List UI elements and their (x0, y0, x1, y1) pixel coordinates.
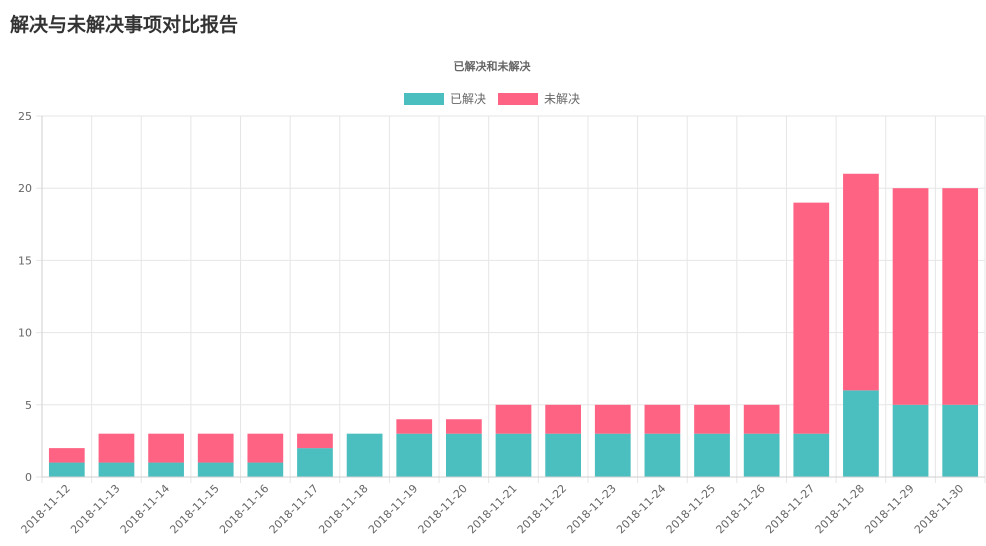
y-tick-label: 15 (18, 254, 32, 267)
x-tick-label: 2018-11-18 (316, 482, 370, 536)
chart-legend: 已解决 未解决 (403, 92, 580, 106)
bar-segment-unresolved[interactable] (495, 404, 532, 434)
bar-segment-unresolved[interactable] (793, 202, 830, 434)
y-tick-label: 20 (18, 182, 32, 195)
bar-segment-unresolved[interactable] (694, 404, 730, 434)
bar-segment-unresolved[interactable] (644, 404, 681, 434)
x-tick-label: 2018-11-14 (118, 482, 172, 536)
x-tick-label: 2018-11-13 (68, 482, 122, 536)
y-axis-ticks: 0 5 10 15 20 25 (18, 110, 32, 484)
x-tick-label: 2018-11-30 (912, 482, 966, 536)
bar-segment-unresolved[interactable] (545, 404, 581, 434)
bar-segment-resolved[interactable] (892, 404, 929, 477)
y-tick-label: 25 (18, 110, 32, 123)
bar-segment-resolved[interactable] (843, 390, 879, 477)
x-tick-label: 2018-11-21 (465, 482, 519, 536)
x-tick-label: 2018-11-12 (19, 482, 73, 536)
x-axis-ticks: 2018-11-122018-11-132018-11-142018-11-15… (19, 482, 967, 536)
bar-segment-resolved[interactable] (148, 462, 184, 477)
bar-segment-resolved[interactable] (297, 448, 333, 477)
bar-segment-unresolved[interactable] (148, 433, 184, 463)
bar-segment-unresolved[interactable] (446, 419, 482, 434)
x-tick-label: 2018-11-28 (813, 482, 867, 536)
y-tick-label: 0 (25, 471, 32, 484)
x-tick-label: 2018-11-19 (366, 482, 420, 536)
bar-segment-resolved[interactable] (793, 433, 830, 477)
bar-segment-resolved[interactable] (594, 433, 631, 477)
bar-segment-unresolved[interactable] (247, 433, 284, 463)
x-tick-label: 2018-11-26 (713, 482, 767, 536)
bar-segment-unresolved[interactable] (594, 404, 631, 434)
x-tick-label: 2018-11-24 (614, 482, 668, 536)
x-tick-label: 2018-11-17 (267, 482, 321, 536)
bar-segment-resolved[interactable] (446, 433, 482, 477)
legend-label: 已解决 (450, 92, 486, 106)
bar-segment-unresolved[interactable] (892, 188, 929, 405)
y-tick-label: 5 (25, 399, 32, 412)
y-tick-label: 10 (18, 327, 32, 340)
bar-segment-resolved[interactable] (694, 433, 730, 477)
x-tick-label: 2018-11-20 (416, 482, 470, 536)
bar-segment-unresolved[interactable] (98, 433, 135, 463)
bar-segment-unresolved[interactable] (48, 448, 85, 463)
x-tick-label: 2018-11-25 (664, 482, 718, 536)
x-tick-label: 2018-11-15 (167, 482, 221, 536)
bar-segment-resolved[interactable] (743, 433, 780, 477)
x-tick-label: 2018-11-29 (862, 482, 916, 536)
page-title: 解决与未解决事项对比报告 (10, 14, 239, 36)
chart-title: 已解决和未解决 (454, 59, 532, 73)
legend-item-unresolved[interactable]: 未解决 (498, 92, 580, 106)
bar-segment-unresolved[interactable] (743, 404, 780, 434)
bar-segment-unresolved[interactable] (843, 173, 879, 391)
bar-segment-resolved[interactable] (644, 433, 681, 477)
bar-segment-unresolved[interactable] (396, 419, 433, 434)
legend-label: 未解决 (544, 92, 580, 106)
bar-segment-resolved[interactable] (495, 433, 532, 477)
bar-segment-resolved[interactable] (197, 462, 234, 477)
bar-segment-resolved[interactable] (346, 433, 383, 477)
legend-item-resolved[interactable]: 已解决 (403, 92, 486, 106)
bar-segment-resolved[interactable] (98, 462, 135, 477)
bar-segment-resolved[interactable] (48, 462, 85, 477)
legend-swatch (403, 93, 444, 105)
x-tick-label: 2018-11-27 (763, 482, 817, 536)
x-tick-label: 2018-11-16 (217, 482, 271, 536)
chart-axes (41, 116, 985, 478)
bar-segment-resolved[interactable] (942, 404, 979, 477)
bar-segment-unresolved[interactable] (197, 433, 234, 463)
bar-segment-unresolved[interactable] (942, 188, 979, 405)
legend-swatch (498, 93, 538, 105)
x-tick-label: 2018-11-22 (515, 482, 569, 536)
bar-segment-unresolved[interactable] (297, 433, 333, 449)
x-tick-label: 2018-11-23 (564, 482, 618, 536)
chart-bars (48, 173, 979, 477)
bar-segment-resolved[interactable] (247, 462, 284, 477)
bar-segment-resolved[interactable] (545, 433, 581, 477)
bar-segment-resolved[interactable] (396, 433, 433, 477)
